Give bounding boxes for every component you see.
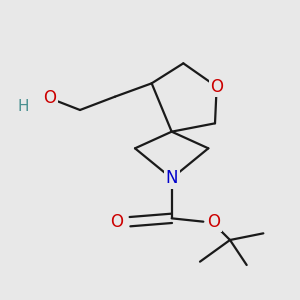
Text: O: O	[207, 213, 220, 231]
Text: N: N	[165, 169, 178, 187]
Text: H: H	[18, 99, 29, 114]
Text: O: O	[44, 89, 56, 107]
Text: O: O	[110, 213, 123, 231]
Text: O: O	[210, 78, 223, 96]
